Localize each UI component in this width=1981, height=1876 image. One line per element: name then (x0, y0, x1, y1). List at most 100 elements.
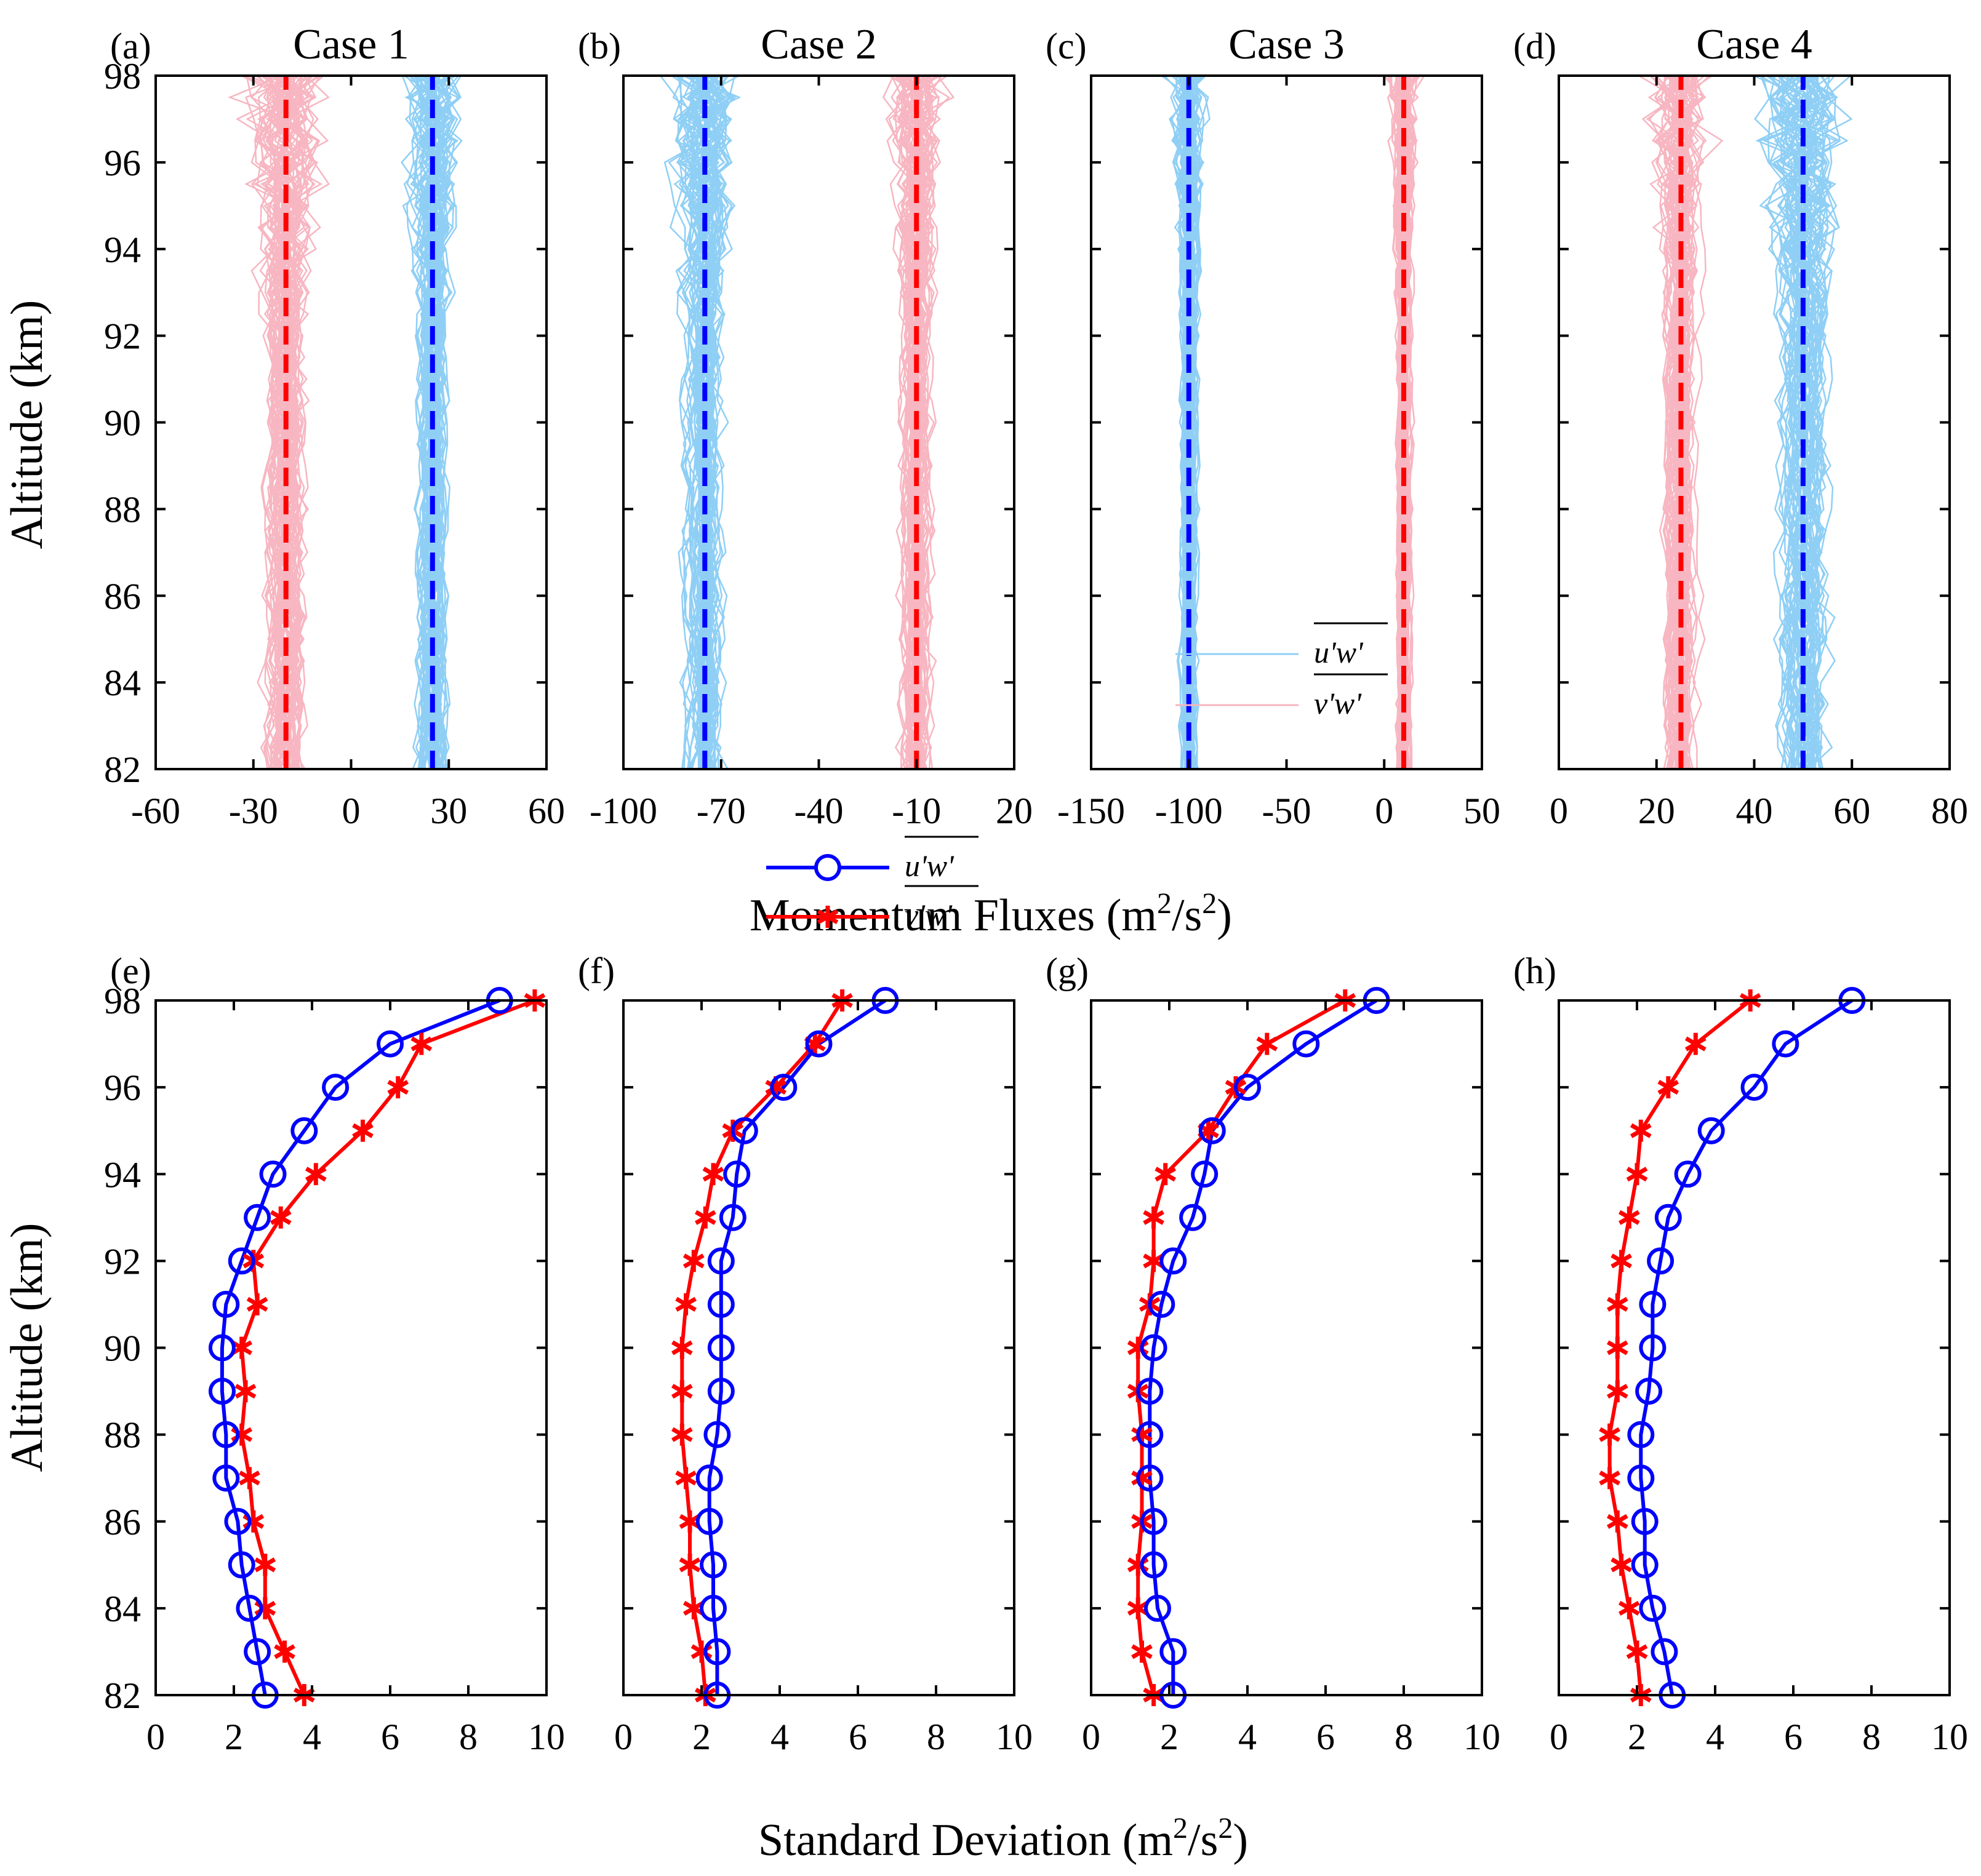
x-tick-label: 10 (1463, 1717, 1500, 1757)
x-tick-label: -150 (1057, 791, 1125, 831)
v-std-point-stroke (679, 1557, 701, 1573)
panel-g: 0 2 4 6 8 10 (g) (1046, 951, 1500, 1757)
bottom-x-axis-label-sup1: 2 (1173, 1812, 1188, 1845)
x-tick-label: 6 (849, 1717, 867, 1757)
x-tick-label: 10 (996, 1717, 1033, 1757)
x-tick-label: 2 (1160, 1717, 1179, 1757)
y-tick-label: 86 (104, 576, 141, 617)
panel-d: 0 20 40 60 80 (d) Case 4 (1513, 21, 1968, 831)
v-std-point-stroke (234, 1384, 257, 1399)
u-std-point (1651, 1638, 1678, 1666)
v-std-point-stroke (1606, 1384, 1628, 1399)
u-std-point (707, 1378, 735, 1405)
v-std-point-stroke (1630, 1123, 1652, 1138)
x-tick-label: 80 (1931, 791, 1968, 831)
u-std-point (1647, 1247, 1675, 1275)
u-ensemble-line (1755, 75, 1812, 770)
y-tick-label: 82 (104, 749, 141, 790)
y-tick-label: 98 (104, 56, 141, 97)
v-std-point-stroke (1143, 1253, 1164, 1269)
x-tick-label: 2 (692, 1717, 711, 1757)
panel-letter: (f) (578, 951, 615, 991)
v-std-point (702, 1163, 724, 1186)
u-std-point (1639, 1290, 1667, 1318)
v-std-point-stroke (1618, 1210, 1640, 1225)
v-ensemble-line (1663, 75, 1691, 770)
v-std-point-stroke (1606, 1296, 1628, 1312)
v-std-point (671, 1336, 693, 1359)
u-std-point (1639, 1594, 1667, 1622)
v-std-point (305, 1163, 327, 1186)
u-std-point (377, 1030, 404, 1058)
u-std-point (1140, 1507, 1167, 1535)
bottom-x-axis-label-text: Standard Deviation (m (758, 1815, 1173, 1866)
panel-plot-area (660, 74, 955, 770)
v-std-point-stroke (305, 1167, 327, 1182)
x-tick-label: 0 (146, 1717, 165, 1757)
v-ensemble-line (1396, 75, 1417, 770)
v-std-point (694, 1206, 716, 1229)
u-std-line (1639, 999, 1853, 1696)
x-tick-label: 6 (381, 1717, 399, 1757)
x-tick-label: 2 (225, 1717, 243, 1757)
top-x-axis-label-mid: /s (1172, 890, 1202, 941)
x-tick-label: 10 (528, 1717, 565, 1757)
v-std-point (1606, 1336, 1628, 1359)
u-std-point (1179, 1203, 1207, 1231)
v-std-point (1606, 1293, 1628, 1315)
v-std-point (246, 1293, 268, 1315)
top-x-axis-label-sup1: 2 (1157, 887, 1172, 920)
bottom-x-axis-label: Standard Deviation (m2/s2) (758, 1812, 1248, 1866)
u-std-point (719, 1203, 746, 1231)
v-std-point-stroke (1606, 1340, 1628, 1355)
y-tick-label: 96 (104, 143, 141, 183)
y-tick-label: 82 (104, 1675, 141, 1716)
u-std-point (707, 1334, 735, 1362)
u-std-point (1627, 1464, 1655, 1492)
u-ensemble-line (669, 74, 714, 770)
u-std-point (212, 1464, 240, 1492)
u-std-point (1697, 1117, 1725, 1144)
v-std-point-stroke (1131, 1427, 1153, 1442)
v-std-point-stroke (246, 1296, 268, 1312)
x-tick-label: 8 (459, 1717, 478, 1757)
v-std-point (675, 1293, 697, 1315)
legend-v-marker (817, 906, 839, 928)
x-tick-label: 0 (1550, 791, 1568, 831)
v-std-point-stroke (1626, 1644, 1648, 1659)
u-std-point (730, 1117, 758, 1144)
u-ensemble-line (1803, 75, 1830, 770)
u-ensemble-line (668, 75, 705, 770)
u-std-point (1740, 1074, 1768, 1101)
v-ensemble-line (1676, 75, 1697, 770)
top-x-axis-label: Momentum Fluxes (m2/s2) (750, 887, 1232, 941)
x-tick-label: -30 (229, 791, 278, 831)
bottom-x-axis-label-end: ) (1233, 1815, 1248, 1866)
panel-title: Case 1 (293, 21, 409, 68)
v-std-point-stroke (1657, 1080, 1679, 1095)
v-std-point-stroke (765, 1080, 787, 1095)
top-x-axis-label-sup2: 2 (1202, 887, 1217, 920)
u-ensemble-line (690, 74, 733, 770)
v-ensemble-line (1395, 75, 1412, 770)
u-std-point (290, 1117, 318, 1144)
v-std-point (239, 1467, 260, 1490)
v-std-point (1155, 1163, 1177, 1186)
v-std-point-stroke (270, 1210, 292, 1225)
v-std-point-stroke (1155, 1167, 1177, 1182)
u-std-point (707, 1247, 735, 1275)
v-std-point-stroke (274, 1644, 295, 1659)
v-std-point (270, 1206, 292, 1229)
panel-a: 82 84 86 88 90 92 94 96 98 -60 -30 0 30 60 (a) Case 1 (104, 21, 565, 831)
x-tick-label: 60 (528, 791, 565, 831)
legend-u-label: u'w' (905, 848, 954, 883)
x-tick-label: 2 (1628, 1717, 1646, 1757)
v-ensemble-line (266, 75, 311, 770)
v-std-point-stroke (682, 1253, 705, 1269)
v-std-point-stroke (387, 1080, 409, 1095)
v-std-point (1657, 1076, 1679, 1099)
u-std-point (1654, 1203, 1682, 1231)
u-std-point (1140, 1551, 1167, 1579)
